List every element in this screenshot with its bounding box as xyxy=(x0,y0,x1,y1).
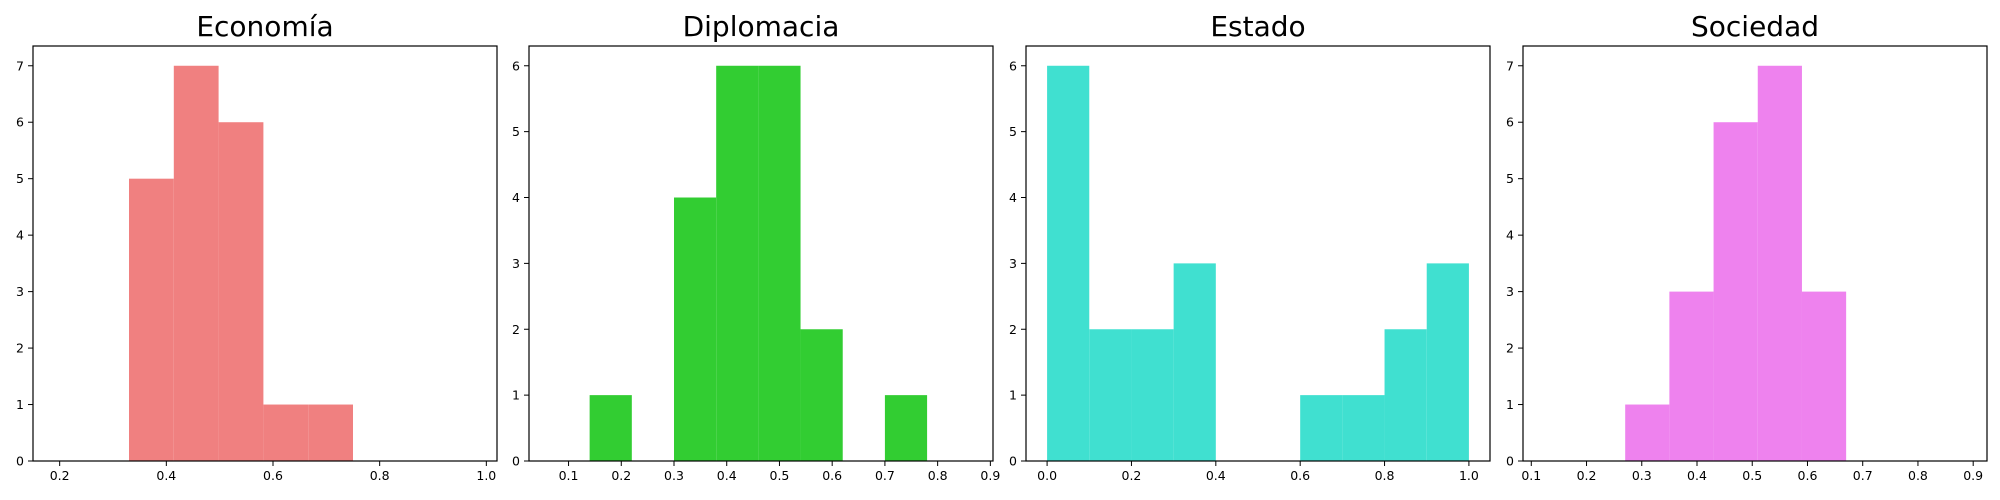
histogram-bar xyxy=(129,178,174,461)
y-tick-label: 7 xyxy=(16,58,24,73)
y-tick-label: 2 xyxy=(16,341,24,356)
histogram-bar xyxy=(173,65,219,461)
histogram-bar xyxy=(1669,291,1714,461)
x-tick-label: 0.1 xyxy=(559,468,579,483)
x-tick-label: 0.4 xyxy=(1206,468,1226,483)
y-tick-label: 2 xyxy=(1009,322,1017,337)
histogram-bar xyxy=(758,65,801,461)
chart-title: Sociedad xyxy=(1691,10,1819,43)
y-tick-label: 4 xyxy=(16,228,24,243)
x-tick-label: 0.7 xyxy=(875,468,895,483)
chart-title: Diplomacia xyxy=(683,10,840,43)
y-tick-label: 0 xyxy=(1506,454,1514,469)
x-tick-label: 0.6 xyxy=(1290,468,1310,483)
x-tick-label: 0.8 xyxy=(1375,468,1395,483)
x-tick-label: 0.2 xyxy=(1122,468,1142,483)
x-tick-label: 0.1 xyxy=(1521,468,1541,483)
histogram-bar xyxy=(308,404,353,461)
y-tick-label: 0 xyxy=(16,454,24,469)
plot-frame xyxy=(1522,45,1988,462)
x-tick-label: 0.6 xyxy=(822,468,842,483)
x-tick-label: 0.9 xyxy=(1963,468,1983,483)
y-tick-label: 0 xyxy=(1009,454,1017,469)
y-tick-label: 4 xyxy=(1009,190,1017,205)
histogram-bar xyxy=(674,197,717,461)
y-tick-label: 1 xyxy=(1506,397,1514,412)
y-tick-label: 5 xyxy=(512,124,520,139)
x-tick-label: 0.4 xyxy=(717,468,737,483)
panel-estado: 0.0 0.2 0.4 0.6 0.8 1.0 0 1 2 3 4 5 6 Estado xyxy=(1009,10,1491,483)
y-tick-label: 5 xyxy=(16,171,24,186)
x-tick-label: 0.8 xyxy=(928,468,948,483)
plot-frame xyxy=(32,45,498,462)
x-tick-label: 0.0 xyxy=(1037,468,1057,483)
x-tick-label: 0.2 xyxy=(50,468,70,483)
y-tick-label: 1 xyxy=(16,397,24,412)
histogram-bar xyxy=(1757,65,1802,461)
y-tick-label: 2 xyxy=(512,322,520,337)
y-tick-label: 6 xyxy=(16,115,24,130)
x-tick-label: 0.7 xyxy=(1853,468,1873,483)
y-tick-label: 2 xyxy=(1506,341,1514,356)
x-tick-label: 0.9 xyxy=(980,468,1000,483)
histogram-bar xyxy=(1131,329,1174,461)
x-tick-label: 0.8 xyxy=(1908,468,1928,483)
x-tick-label: 0.8 xyxy=(370,468,390,483)
histogram-bar xyxy=(1426,263,1469,461)
histogram-bar xyxy=(263,404,309,461)
histogram-bar xyxy=(1801,291,1847,461)
y-tick-label: 5 xyxy=(1009,124,1017,139)
x-tick-label: 0.4 xyxy=(156,468,176,483)
histogram-bar xyxy=(800,329,843,461)
x-tick-label: 0.6 xyxy=(263,468,283,483)
histogram-bar xyxy=(589,395,632,461)
panel-sociedad: 0.1 0.2 0.3 0.4 0.5 0.6 0.7 0.8 0.9 0 1 2 3 4 5 6 7 Socie… xyxy=(1506,10,1988,483)
x-tick-label: 1.0 xyxy=(476,468,496,483)
y-tick-label: 1 xyxy=(512,388,520,403)
histogram-bar xyxy=(1089,329,1132,461)
x-tick-label: 0.3 xyxy=(1632,468,1652,483)
plot-frame xyxy=(528,45,994,462)
y-tick-label: 4 xyxy=(512,190,520,205)
y-tick-label: 0 xyxy=(512,454,520,469)
x-tick-label: 1.0 xyxy=(1459,468,1479,483)
y-tick-label: 5 xyxy=(1506,171,1514,186)
chart-title: Estado xyxy=(1210,10,1305,43)
panel-economia: 0.2 0.4 0.6 0.8 1.0 0 1 2 3 4 5 6 7 Economía xyxy=(16,10,498,483)
histogram-bar xyxy=(884,395,928,461)
plot-frame xyxy=(1025,45,1491,462)
histogram-bar xyxy=(1625,404,1670,461)
x-tick-label: 0.2 xyxy=(1577,468,1597,483)
chart-title: Economía xyxy=(196,10,333,43)
histogram-bar xyxy=(1713,122,1758,461)
y-tick-label: 3 xyxy=(512,256,520,271)
y-tick-label: 4 xyxy=(1506,228,1514,243)
histogram-bar xyxy=(1047,65,1090,461)
histogram-bar xyxy=(716,65,759,461)
histogram-bar xyxy=(1173,263,1216,461)
x-tick-label: 0.3 xyxy=(664,468,684,483)
histogram-bar xyxy=(1342,395,1385,461)
x-tick-label: 0.6 xyxy=(1798,468,1818,483)
histogram-bar xyxy=(1300,395,1343,461)
y-tick-label: 6 xyxy=(1506,115,1514,130)
y-tick-label: 1 xyxy=(1009,388,1017,403)
y-tick-label: 3 xyxy=(1009,256,1017,271)
y-tick-label: 3 xyxy=(1506,284,1514,299)
y-tick-label: 6 xyxy=(1009,58,1017,73)
histogram-bar xyxy=(218,122,264,461)
y-tick-label: 7 xyxy=(1506,58,1514,73)
x-tick-label: 0.4 xyxy=(1687,468,1707,483)
x-tick-label: 0.5 xyxy=(1742,468,1762,483)
x-tick-label: 0.2 xyxy=(611,468,631,483)
panel-diplomacia: 0.1 0.2 0.3 0.4 0.5 0.6 0.7 0.8 0.9 0 1 2 3 4 5 6 Diplom… xyxy=(512,10,1000,483)
y-tick-label: 3 xyxy=(16,284,24,299)
y-tick-label: 6 xyxy=(512,58,520,73)
histogram-bar xyxy=(1384,329,1427,461)
x-tick-label: 0.5 xyxy=(770,468,790,483)
